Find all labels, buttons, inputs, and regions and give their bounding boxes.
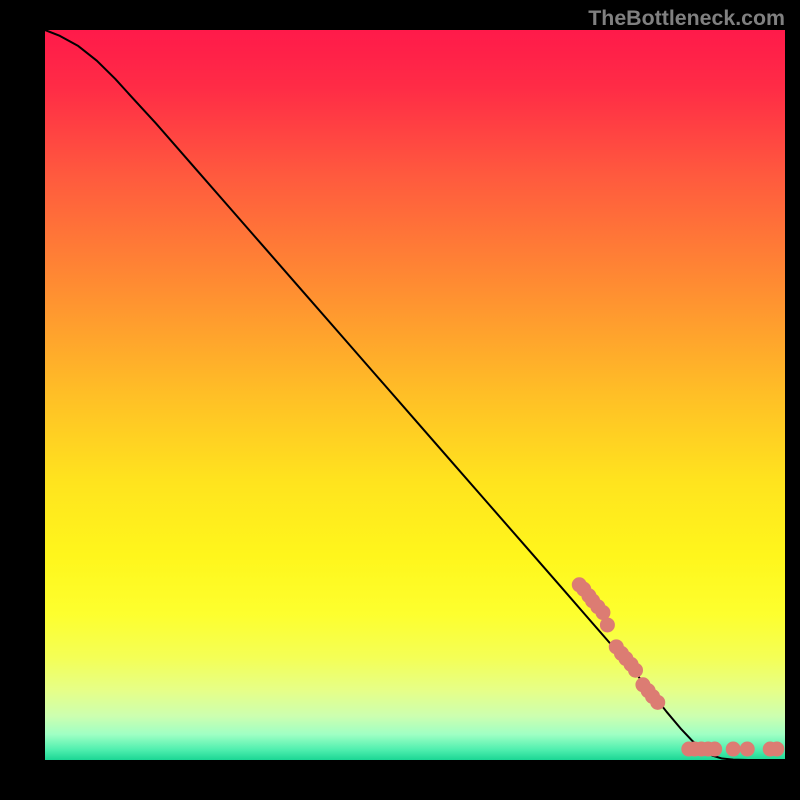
data-marker [651,695,665,709]
plot-area [45,30,785,760]
plot-svg [45,30,785,760]
curve-line [45,30,785,760]
data-marker [600,618,614,632]
data-marker [596,606,610,620]
data-marker [726,742,740,756]
data-marker [770,742,784,756]
data-marker [740,742,754,756]
attribution-label: TheBottleneck.com [588,6,785,31]
data-marker [708,742,722,756]
data-marker [629,663,643,677]
chart-canvas: TheBottleneck.com [0,0,800,800]
